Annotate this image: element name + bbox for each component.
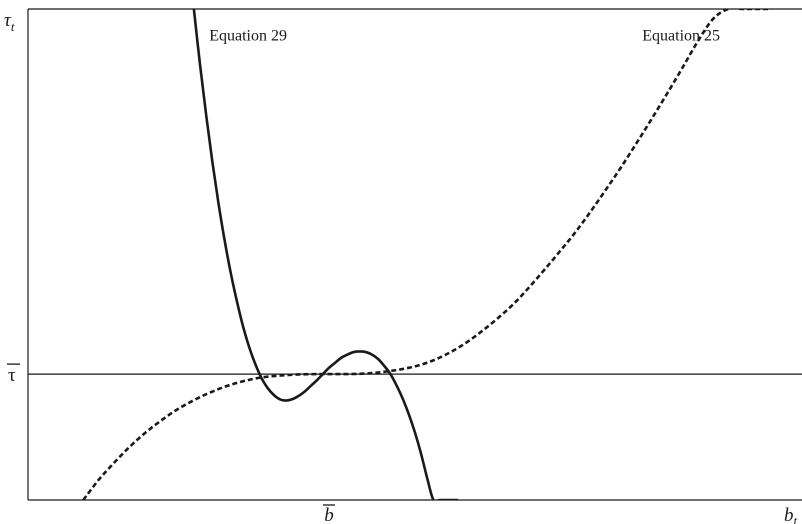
- x-axis-label-main: b: [784, 505, 794, 524]
- series-line-equation-25: [82, 9, 772, 500]
- annotation-equation-29: Equation 29: [209, 27, 287, 44]
- curves-group: [82, 9, 772, 500]
- annotation-equation-25: Equation 25: [642, 27, 720, 44]
- annotation-labels-group: Equation 29 Equation 25: [209, 27, 720, 44]
- y-axis-label-subscript: t: [11, 19, 15, 34]
- plot-frame: [27, 8, 802, 501]
- y-tick-label: τ: [8, 365, 16, 386]
- y-axis-label: τt: [4, 10, 15, 34]
- y-axis-label-main: τ: [4, 10, 12, 31]
- x-tick-label: b: [324, 505, 334, 524]
- x-axis-label-subscript: t: [794, 513, 798, 524]
- x-axis-label: bt: [784, 505, 798, 524]
- series-line-equation-29: [192, 9, 458, 500]
- tick-labels-group: bτ: [7, 363, 335, 524]
